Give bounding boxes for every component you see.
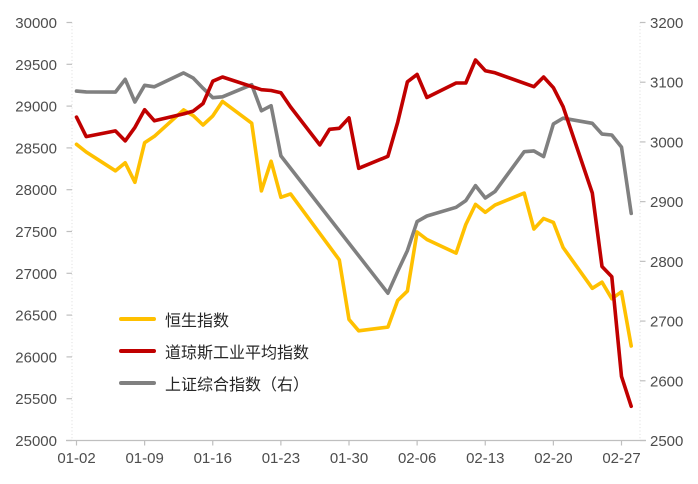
x-axis-tick-label: 01-30 bbox=[330, 450, 368, 467]
chart-legend: 恒生指数道琼斯工业平均指数 上证综合指数（右） bbox=[119, 307, 309, 394]
y-axis-right-tick-label: 2500 bbox=[650, 433, 683, 450]
series-line-dow-jones bbox=[74, 58, 634, 409]
x-axis-tick-label: 01-23 bbox=[262, 450, 300, 467]
y-axis-left-tick-label: 25500 bbox=[15, 391, 57, 408]
legend-line-swatch-hang-seng bbox=[119, 316, 156, 321]
y-axis-left-tick-label: 28000 bbox=[15, 182, 57, 199]
legend-label-shanghai-composite: 上证综合指数（右） bbox=[165, 376, 310, 394]
y-axis-left-tick-label: 27000 bbox=[15, 266, 57, 283]
x-axis-tick-label: 01-16 bbox=[194, 450, 232, 467]
series-line-shanghai-composite bbox=[74, 71, 634, 296]
y-axis-right-tick-label: 2900 bbox=[650, 194, 683, 211]
y-axis-right-tick-label: 3200 bbox=[650, 15, 683, 32]
legend-line-swatch-shanghai-composite bbox=[119, 380, 156, 385]
x-axis-tick-label: 02-06 bbox=[398, 450, 436, 467]
y-axis-left-tick-label: 25000 bbox=[15, 433, 57, 450]
y-axis-right-tick-label: 2800 bbox=[650, 254, 683, 271]
x-axis-tick-label: 01-09 bbox=[125, 450, 163, 467]
y-axis-left-tick-label: 30000 bbox=[15, 15, 57, 32]
y-axis-left-tick-label: 28500 bbox=[15, 140, 57, 157]
legend-item-dow-jones: 道琼斯工业平均指数 bbox=[119, 339, 309, 362]
y-axis-right-tick-label: 3100 bbox=[650, 75, 683, 92]
legend-item-shanghai-composite: 上证综合指数（右） bbox=[119, 371, 309, 394]
y-axis-right-tick-label: 3000 bbox=[650, 134, 683, 151]
legend-item-hang-seng: 恒生指数 bbox=[119, 307, 309, 330]
y-axis-left-tick-label: 26500 bbox=[15, 308, 57, 325]
y-axis-left-tick-label: 27500 bbox=[15, 224, 57, 241]
legend-label-dow-jones: 道琼斯工业平均指数 bbox=[165, 344, 310, 362]
y-axis-right-tick-label: 2600 bbox=[650, 373, 683, 390]
y-axis-left-tick-label: 29000 bbox=[15, 99, 57, 116]
legend-line-swatch-dow-jones bbox=[119, 348, 156, 353]
x-axis-tick-label: 02-27 bbox=[602, 450, 640, 467]
x-axis-tick-label: 02-20 bbox=[534, 450, 572, 467]
x-axis-tick-label: 01-02 bbox=[57, 450, 95, 467]
y-axis-left-tick-label: 26000 bbox=[15, 349, 57, 366]
y-axis-left-tick-label: 29500 bbox=[15, 57, 57, 74]
y-axis-right-tick-label: 2700 bbox=[650, 314, 683, 331]
series-line-hang-seng bbox=[74, 99, 634, 348]
legend-label-hang-seng: 恒生指数 bbox=[165, 312, 230, 330]
x-axis-tick-label: 02-13 bbox=[466, 450, 504, 467]
